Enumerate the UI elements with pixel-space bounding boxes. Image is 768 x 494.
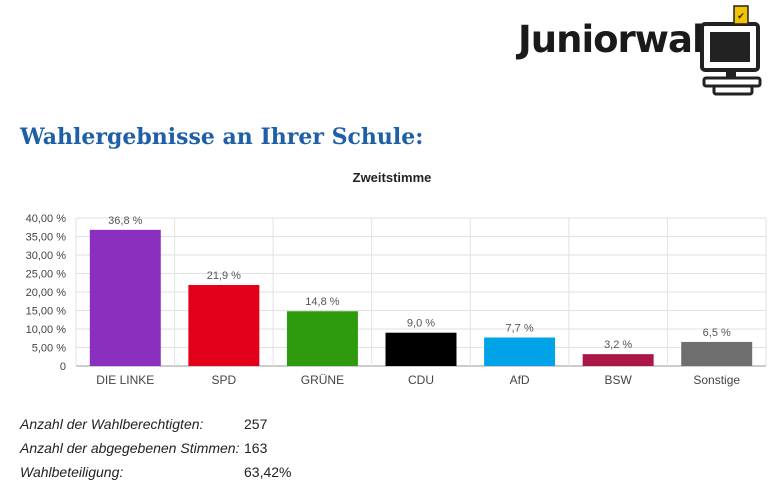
svg-text:✔: ✔ xyxy=(737,11,745,21)
value-label: 21,9 % xyxy=(207,270,241,282)
stat-value: 257 xyxy=(244,416,268,432)
bar xyxy=(89,229,161,366)
bar xyxy=(484,337,556,366)
y-tick-label: 0 xyxy=(60,361,66,373)
y-tick-label: 35,00 % xyxy=(26,232,67,244)
y-tick-label: 10,00 % xyxy=(26,324,67,336)
x-tick-label: GRÜNE xyxy=(301,373,344,387)
y-tick-label: 5,00 % xyxy=(32,343,66,355)
value-label: 6,5 % xyxy=(703,327,731,339)
value-label: 36,8 % xyxy=(108,215,142,227)
stat-label: Anzahl der abgegebenen Stimmen: xyxy=(20,440,240,456)
logo-text: Juniorwahl xyxy=(518,18,730,61)
stat-value: 163 xyxy=(244,440,268,456)
chart-title: Zweitstimme xyxy=(353,170,432,185)
value-label: 9,0 % xyxy=(407,318,435,330)
x-tick-label: DIE LINKE xyxy=(96,373,154,387)
stat-label: Anzahl der Wahlberechtigten: xyxy=(20,416,204,432)
value-label: 7,7 % xyxy=(506,323,534,335)
stat-label: Wahlbeteiligung: xyxy=(20,464,124,480)
bar xyxy=(582,354,654,366)
bar xyxy=(286,311,358,366)
value-label: 3,2 % xyxy=(604,339,632,351)
y-tick-label: 30,00 % xyxy=(26,250,67,262)
page-title: Wahlergebnisse an Ihrer Schule: xyxy=(20,124,424,150)
chart-bars xyxy=(89,229,753,366)
voting-computer-icon: ✔ xyxy=(700,5,762,96)
bar xyxy=(681,341,753,366)
y-axis-ticks: 0 5,00 % 10,00 % 15,00 % 20,00 % 25,00 % 30,00… xyxy=(26,213,67,373)
value-labels: 36,8 % 21,9 % 14,8 % 9,0 % 7,7 % 3,2 % 6,5 % xyxy=(108,215,731,351)
x-tick-label: Sonstige xyxy=(693,373,740,387)
y-tick-label: 40,00 % xyxy=(26,213,67,225)
value-label: 14,8 % xyxy=(305,296,339,308)
bar xyxy=(188,284,260,366)
x-tick-label: BSW xyxy=(604,373,632,387)
x-tick-label: SPD xyxy=(212,373,237,387)
y-tick-label: 20,00 % xyxy=(26,287,67,299)
x-axis-labels: DIE LINKE SPD GRÜNE CDU AfD BSW Sonstige xyxy=(96,373,740,387)
x-tick-label: AfD xyxy=(510,373,530,387)
juniorwahl-logo: Juniorwahl ✔ xyxy=(518,4,768,98)
x-tick-label: CDU xyxy=(408,373,434,387)
results-bar-chart: Zweitstimme 0 5,00 % 10,00 % 15,00 % 20,00 %… xyxy=(26,170,767,387)
y-tick-label: 25,00 % xyxy=(26,269,67,281)
stat-value: 63,42% xyxy=(244,464,292,480)
bar xyxy=(385,332,457,366)
y-tick-label: 15,00 % xyxy=(26,306,67,318)
